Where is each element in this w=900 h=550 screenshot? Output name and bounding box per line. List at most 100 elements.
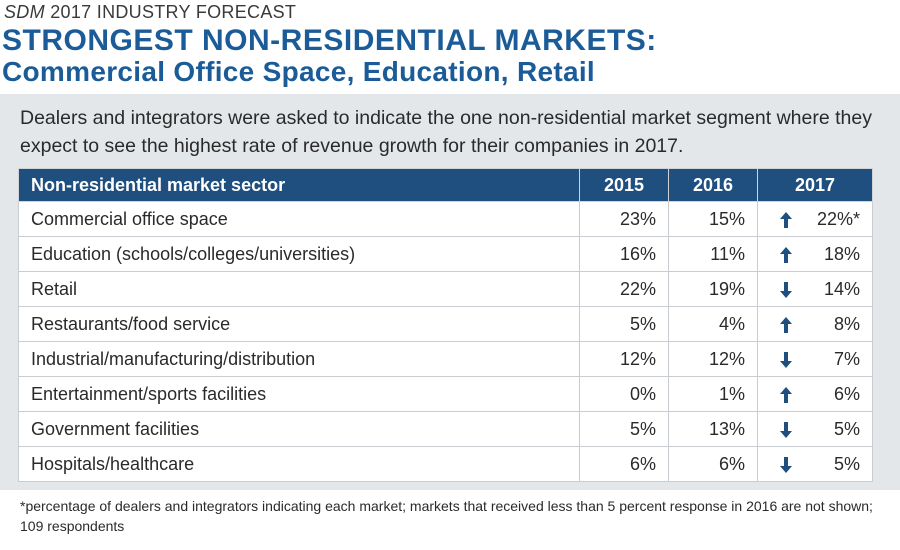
trend-arrow [780, 422, 792, 438]
brand: SDM [4, 2, 45, 22]
value-cell: 4% [668, 306, 758, 342]
arrow-shape [780, 352, 792, 368]
cell-value: 0% [629, 383, 656, 404]
table-row: Commercial office space 23% 15% 22%* [18, 201, 873, 237]
cell-value: 6% [718, 453, 745, 474]
column-header: 2017 [757, 168, 873, 202]
table-row: Entertainment/sports facilities 0% 1% 6% [18, 376, 873, 412]
value-cell: 1% [668, 376, 758, 412]
title: STRONGEST NON-RESIDENTIAL MARKETS: [2, 24, 657, 57]
cell-value: 22%* [816, 208, 860, 229]
trend-arrow [780, 247, 792, 263]
cell-value: 5% [833, 453, 860, 474]
sector-name: Hospitals/healthcare [31, 453, 195, 474]
trend-arrow [780, 282, 792, 298]
value-cell: 0% [579, 376, 669, 412]
table-row: Hospitals/healthcare 6% 6% 5% [18, 446, 873, 482]
column-header: 2015 [579, 168, 669, 202]
arrow-shape [780, 422, 792, 438]
value-cell: 6% [579, 446, 669, 482]
trend-arrow [780, 352, 792, 368]
cell-value: 12% [619, 348, 656, 369]
sector-cell: Hospitals/healthcare [18, 446, 580, 482]
value-cell: 7% [757, 341, 873, 377]
cell-value: 6% [629, 453, 656, 474]
value-cell: 5% [757, 446, 873, 482]
cell-value: 22% [619, 278, 656, 299]
data-table: Non-residential market sector 2015 2016 201… [18, 168, 873, 482]
value-cell: 6% [668, 446, 758, 482]
cell-value: 7% [833, 348, 860, 369]
footnote: *percentage of dealers and integrators i… [20, 498, 873, 534]
value-cell: 6% [757, 376, 873, 412]
cell-value: 5% [833, 418, 860, 439]
cell-value: 16% [619, 243, 656, 264]
value-cell: 11% [668, 236, 758, 272]
kicker: SDM 2017 INDUSTRY FORECAST [4, 2, 296, 23]
arrow-shape [780, 212, 792, 228]
cell-value: 14% [823, 278, 860, 299]
sector-cell: Commercial office space [18, 201, 580, 237]
cell-value: 13% [708, 418, 745, 439]
table-row: Restaurants/food service 5% 4% 8% [18, 306, 873, 342]
value-cell: 19% [668, 271, 758, 307]
value-cell: 23% [579, 201, 669, 237]
table-row: Retail 22% 19% 14% [18, 271, 873, 307]
sector-cell: Retail [18, 271, 580, 307]
sector-name: Commercial office space [31, 208, 228, 229]
arrow-shape [780, 387, 792, 403]
sector-name: Education (schools/colleges/universities… [31, 243, 356, 264]
cell-value: 6% [833, 383, 860, 404]
sector-cell: Entertainment/sports facilities [18, 376, 580, 412]
arrow-shape [780, 317, 792, 333]
cell-value: 23% [619, 208, 656, 229]
cell-value: 18% [823, 243, 860, 264]
sector-cell: Government facilities [18, 411, 580, 447]
value-cell: 12% [579, 341, 669, 377]
value-cell: 22% [579, 271, 669, 307]
sector-name: Retail [31, 278, 78, 299]
cell-value: 5% [629, 313, 656, 334]
arrow-shape [780, 247, 792, 263]
value-cell: 16% [579, 236, 669, 272]
sector-cell: Education (schools/colleges/universities… [18, 236, 580, 272]
value-cell: 12% [668, 341, 758, 377]
value-cell: 14% [757, 271, 873, 307]
cell-value: 5% [629, 418, 656, 439]
table-row: Industrial/manufacturing/distribution 12%… [18, 341, 873, 377]
trend-arrow [780, 317, 792, 333]
cell-value: 11% [710, 243, 745, 264]
header-row: Non-residential market sector 2015 2016 201… [18, 168, 873, 202]
arrow-shape [780, 282, 792, 298]
subtitle: Commercial Office Space, Education, Reta… [2, 56, 595, 87]
trend-arrow [780, 387, 792, 403]
value-cell: 13% [668, 411, 758, 447]
sector-name: Restaurants/food service [31, 313, 231, 334]
value-cell: 5% [579, 411, 669, 447]
intro: Dealers and integrators were asked to in… [20, 107, 872, 157]
value-cell: 15% [668, 201, 758, 237]
sector-name: Industrial/manufacturing/distribution [31, 348, 316, 369]
value-cell: 5% [757, 411, 873, 447]
cell-value: 12% [708, 348, 745, 369]
cell-value: 4% [718, 313, 745, 334]
kicker-text: 2017 INDUSTRY FORECAST [50, 2, 297, 22]
table-row: Education (schools/colleges/universities… [18, 236, 873, 272]
cell-value: 19% [708, 278, 745, 299]
arrow-shape [780, 457, 792, 473]
column-header: 2016 [668, 168, 758, 202]
sector-name: Entertainment/sports facilities [31, 383, 267, 404]
value-cell: 5% [579, 306, 669, 342]
sector-name: Government facilities [31, 418, 200, 439]
value-cell: 8% [757, 306, 873, 342]
table-row: Government facilities 5% 13% 5% [18, 411, 873, 447]
trend-arrow [780, 212, 792, 228]
sector-cell: Restaurants/food service [18, 306, 580, 342]
table-body: Commercial office space 23% 15% 22%* Educati… [18, 201, 873, 482]
sector-cell: Industrial/manufacturing/distribution [18, 341, 580, 377]
cell-value: 15% [708, 208, 745, 229]
cell-value: 8% [833, 313, 860, 334]
value-cell: 22%* [757, 201, 873, 237]
column-header: Non-residential market sector [18, 168, 580, 202]
